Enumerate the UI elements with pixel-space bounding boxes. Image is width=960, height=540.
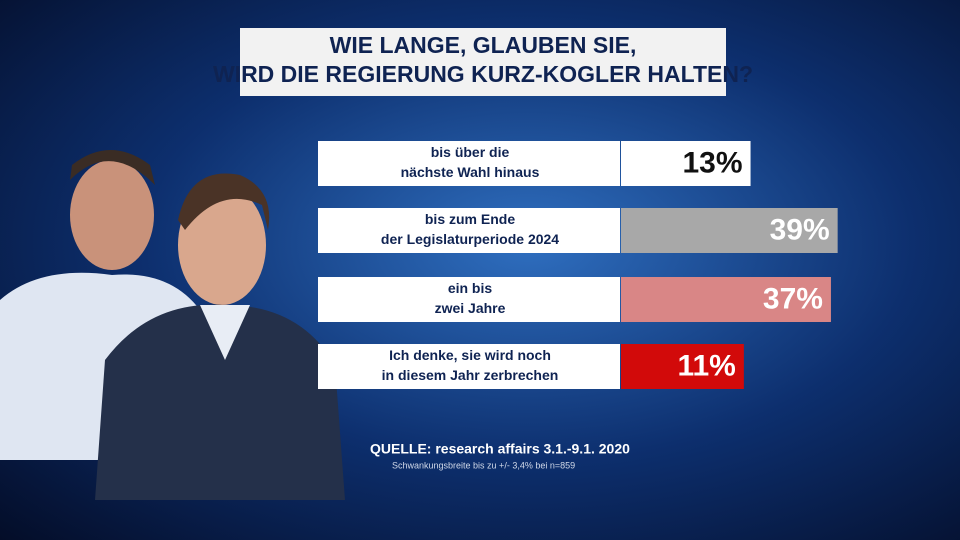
bar — [621, 277, 831, 322]
category-label: der Legislaturperiode 2024 — [381, 231, 559, 247]
label-box — [318, 344, 620, 389]
bar — [621, 141, 751, 186]
bar — [621, 344, 744, 389]
photo — [0, 150, 345, 500]
value-label: 13% — [683, 146, 743, 179]
category-label: nächste Wahl hinaus — [401, 164, 540, 180]
value-label: 37% — [763, 282, 823, 315]
category-label: zwei Jahre — [435, 300, 506, 316]
chart-title: WIE LANGE, GLAUBEN SIE, — [330, 32, 637, 58]
category-label: Ich denke, sie wird noch — [389, 347, 551, 363]
value-label: 39% — [770, 213, 830, 246]
title-box — [240, 28, 726, 96]
label-box — [318, 141, 620, 186]
category-label: ein bis — [448, 280, 493, 296]
category-label: bis zum Ende — [425, 211, 515, 227]
label-box — [318, 277, 620, 322]
label-box — [318, 208, 620, 253]
bar — [621, 208, 838, 253]
value-label: 11% — [677, 349, 735, 382]
chart-title: WIRD DIE REGIERUNG KURZ-KOGLER HALTEN? — [213, 61, 753, 87]
source: QUELLE: research affairs 3.1.-9.1. 2020 — [370, 441, 630, 457]
category-label: bis über die — [431, 144, 510, 160]
note: Schwankungsbreite bis zu +/- 3,4% bei n=… — [392, 460, 575, 470]
category-label: in diesem Jahr zerbrechen — [382, 367, 559, 383]
